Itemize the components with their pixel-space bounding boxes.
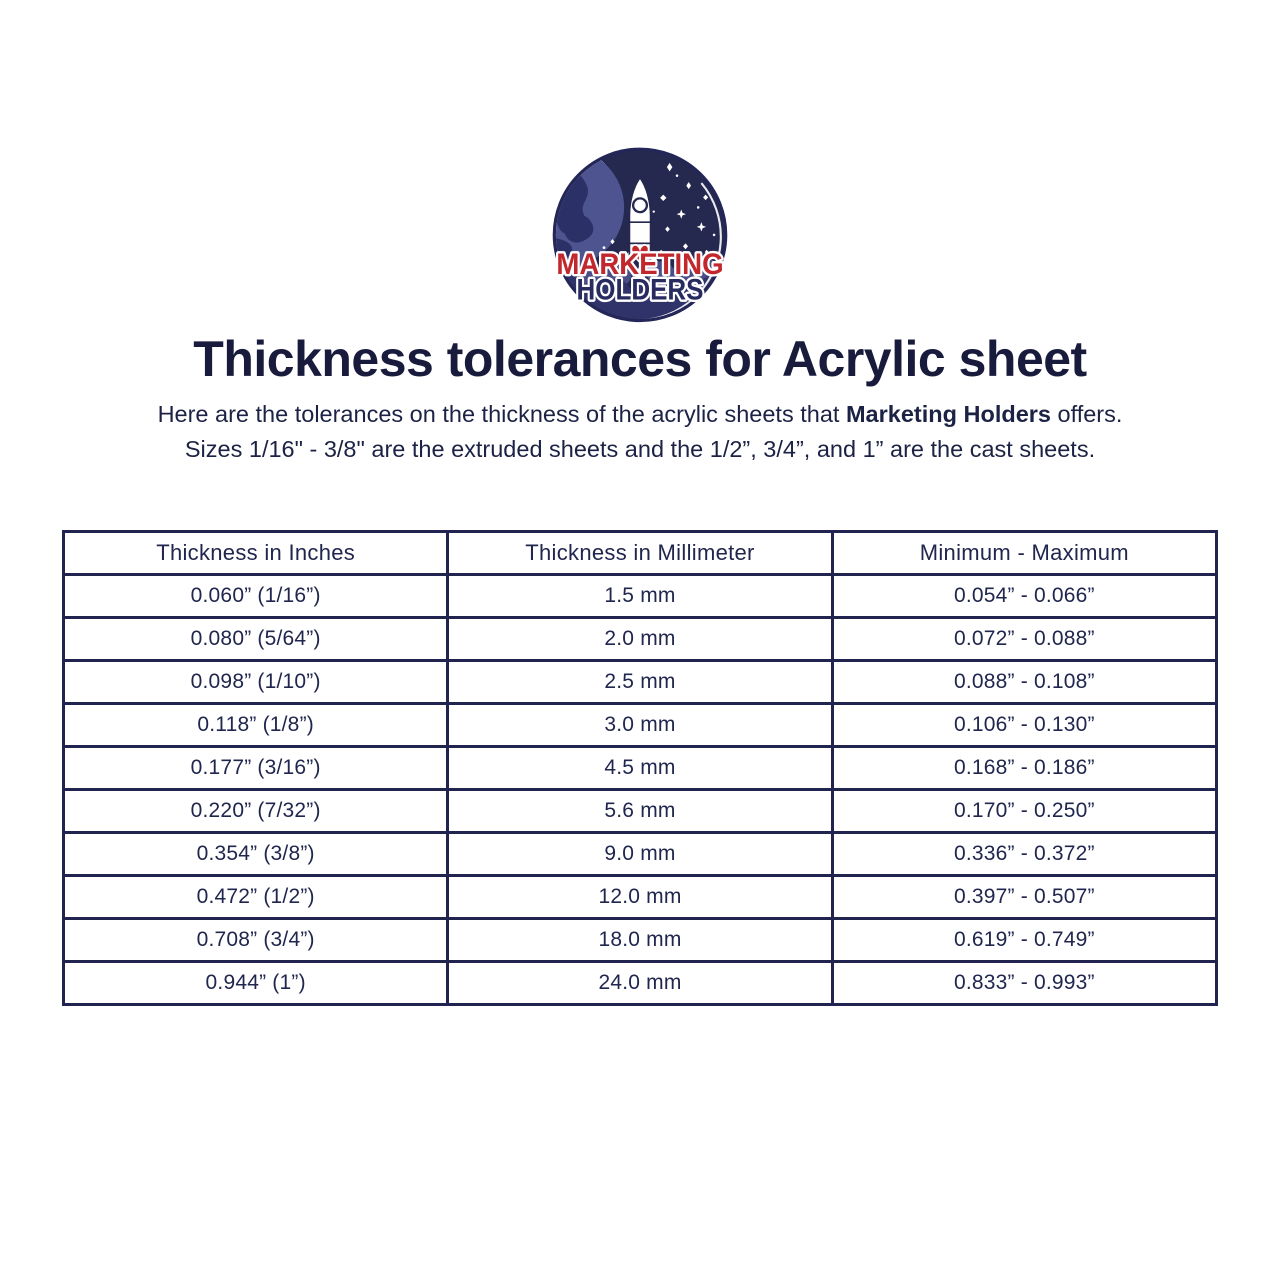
table-cell: 0.060” (1/16”): [61, 573, 450, 619]
logo-badge-icon: MARKETING HOLDERS: [552, 147, 728, 323]
table-cell: 0.397” - 0.507”: [830, 874, 1219, 920]
table-cell: 1.5 mm: [446, 573, 834, 619]
table-row: 0.060” (1/16”) 1.5 mm 0.054” - 0.066”: [61, 573, 1219, 619]
table-cell: 0.072” - 0.088”: [830, 616, 1219, 662]
intro-line1-bold: Marketing Holders: [845, 401, 1051, 427]
column-header: Thickness in Millimeter: [446, 530, 834, 576]
table-row: 0.098” (1/10”) 2.5 mm 0.088” - 0.108”: [61, 659, 1219, 705]
table-cell: 2.5 mm: [446, 659, 834, 705]
table-row: 0.472” (1/2”) 12.0 mm 0.397” - 0.507”: [61, 874, 1219, 920]
marketing-holders-logo: MARKETING HOLDERS: [534, 146, 746, 328]
table-cell: 0.106” - 0.130”: [830, 702, 1219, 748]
intro-text: Here are the tolerances on the thickness…: [0, 397, 1280, 467]
intro-line-1: Here are the tolerances on the thickness…: [0, 397, 1280, 432]
table-cell: 0.168” - 0.186”: [830, 745, 1219, 791]
table-cell: 0.619” - 0.749”: [830, 917, 1219, 963]
table-cell: 0.080” (5/64”): [61, 616, 450, 662]
table-row: 0.354” (3/8”) 9.0 mm 0.336” - 0.372”: [61, 831, 1219, 877]
table-row: 0.080” (5/64”) 2.0 mm 0.072” - 0.088”: [61, 616, 1219, 662]
table-row: 0.177” (3/16”) 4.5 mm 0.168” - 0.186”: [61, 745, 1219, 791]
table-cell: 0.118” (1/8”): [61, 702, 450, 748]
table-cell: 0.098” (1/10”): [61, 659, 450, 705]
table-cell: 4.5 mm: [446, 745, 834, 791]
table-header-row: Thickness in Inches Thickness in Millimet…: [61, 530, 1219, 576]
table-cell: 0.220” (7/32”): [61, 788, 450, 834]
table-cell: 0.833” - 0.993”: [830, 960, 1219, 1006]
table-cell: 0.088” - 0.108”: [830, 659, 1219, 705]
table-cell: 12.0 mm: [446, 874, 834, 920]
column-header: Thickness in Inches: [61, 530, 450, 576]
table-cell: 0.054” - 0.066”: [830, 573, 1219, 619]
intro-line1-after: offers.: [1051, 401, 1123, 427]
logo-text-marketing: MARKETING: [556, 248, 723, 281]
table-cell: 0.472” (1/2”): [61, 874, 450, 920]
logo-text-holders: HOLDERS: [577, 273, 704, 306]
intro-line1-before: Here are the tolerances on the thickness…: [157, 401, 846, 427]
table-cell: 0.944” (1”): [61, 960, 450, 1006]
intro-line-2: Sizes 1/16" - 3/8" are the extruded shee…: [184, 436, 1096, 462]
table-cell: 5.6 mm: [446, 788, 834, 834]
tolerance-table: Thickness in Inches Thickness in Millimet…: [61, 530, 1219, 1006]
table-cell: 0.708” (3/4”): [61, 917, 450, 963]
table-cell: 0.177” (3/16”): [61, 745, 450, 791]
table-cell: 9.0 mm: [446, 831, 834, 877]
table-row: 0.708” (3/4”) 18.0 mm 0.619” - 0.749”: [61, 917, 1219, 963]
table-row: 0.944” (1”) 24.0 mm 0.833” - 0.993”: [61, 960, 1219, 1006]
table-row: 0.118” (1/8”) 3.0 mm 0.106” - 0.130”: [61, 702, 1219, 748]
table-cell: 18.0 mm: [446, 917, 834, 963]
table-cell: 3.0 mm: [446, 702, 834, 748]
table-cell: 0.336” - 0.372”: [830, 831, 1219, 877]
column-header: Minimum - Maximum: [830, 530, 1219, 576]
table-cell: 2.0 mm: [446, 616, 834, 662]
table-cell: 0.170” - 0.250”: [830, 788, 1219, 834]
table-row: 0.220” (7/32”) 5.6 mm 0.170” - 0.250”: [61, 788, 1219, 834]
table-cell: 24.0 mm: [446, 960, 834, 1006]
table-cell: 0.354” (3/8”): [61, 831, 450, 877]
page-title: Thickness tolerances for Acrylic sheet: [193, 331, 1087, 387]
